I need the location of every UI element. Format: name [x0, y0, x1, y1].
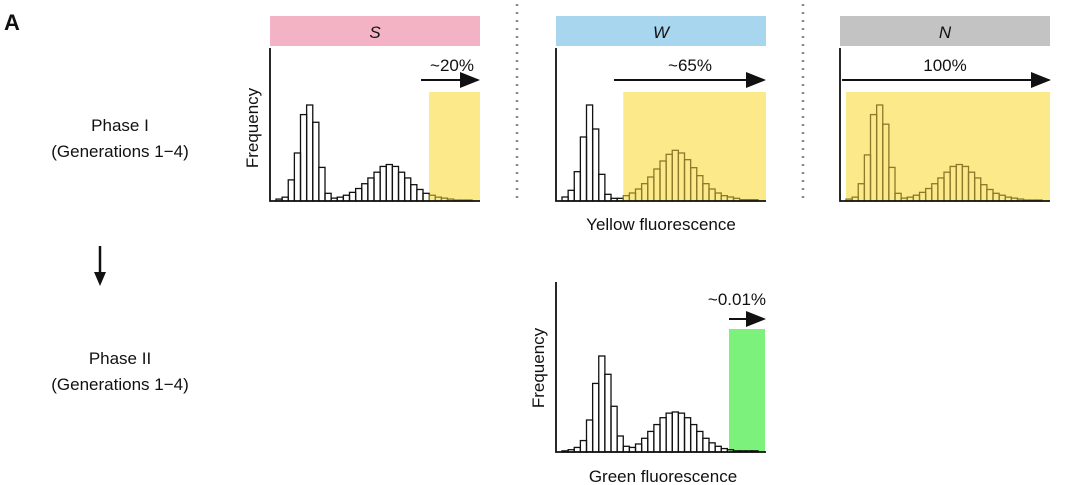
histogram-bar [579, 439, 588, 453]
histogram-bar [348, 191, 357, 202]
histogram-bar [410, 184, 418, 202]
histogram-bar [567, 189, 575, 202]
histogram-bar [373, 171, 381, 202]
histogram-bar [579, 136, 588, 202]
histogram-bar [702, 437, 710, 453]
histogram-bar [312, 121, 320, 202]
histogram-green [555, 282, 766, 453]
histogram-bar [598, 173, 606, 202]
gate-arrow-W: ~65% [614, 56, 766, 88]
histogram-bar [683, 417, 692, 453]
histogram-bar [598, 355, 606, 453]
gate-region [729, 329, 765, 452]
histogram-bar [422, 192, 430, 202]
histogram-bar [659, 417, 667, 453]
histogram-bar [585, 104, 594, 202]
gate-region [846, 92, 1050, 201]
histogram-bar [385, 163, 394, 202]
histogram-bar [354, 187, 363, 202]
phase2-subtitle: (Generations 1−4) [51, 375, 189, 394]
histogram-bar [616, 435, 624, 453]
gate-arrow-S: ~20% [421, 56, 480, 88]
histogram-bar [573, 171, 582, 202]
histogram-bar [591, 128, 600, 202]
histogram-S [269, 48, 480, 202]
histogram-bar [367, 177, 375, 202]
histogram-W [555, 48, 766, 202]
histogram-bar [653, 423, 661, 453]
histogram-N [839, 48, 1050, 202]
histogram-bar [299, 113, 308, 202]
gate-label-N: 100% [923, 56, 966, 75]
phase2-title: Phase II [89, 349, 151, 368]
header-W: W [556, 16, 766, 46]
x-axis-label-green: Green fluorescence [589, 467, 737, 485]
histogram-bar [591, 382, 600, 453]
histogram-bar [665, 412, 673, 453]
histogram-bar [318, 166, 326, 202]
header-N: N [840, 16, 1050, 46]
header-N-label: N [939, 23, 952, 42]
gate-label-W: ~65% [668, 56, 712, 75]
panel-label: A [4, 10, 20, 35]
histogram-bar [640, 437, 649, 453]
phase-arrow-icon [94, 246, 106, 286]
histogram-bar [585, 419, 594, 453]
axis-lines [555, 282, 766, 453]
x-axis-label-yellow: Yellow fluorescence [586, 215, 736, 234]
gate-region [429, 92, 480, 201]
histogram-bar [379, 165, 387, 202]
histogram-bar [689, 423, 698, 453]
y-axis-label: Frequency [243, 87, 262, 168]
histogram-bar [610, 405, 618, 453]
phase1-title: Phase I [91, 116, 149, 135]
axis-lines [269, 48, 480, 202]
histogram-bar [305, 104, 314, 202]
header-W-label: W [653, 23, 671, 42]
header-S-label: S [369, 23, 381, 42]
y-axis-label-green: Frequency [529, 327, 548, 408]
histogram-bar [324, 192, 332, 202]
axis-lines [839, 48, 1050, 202]
histogram-bar [403, 177, 412, 202]
gate-label-S: ~20% [430, 56, 474, 75]
histogram-bar [361, 183, 369, 202]
histogram-bar [287, 179, 296, 202]
histogram-bar [604, 373, 612, 453]
header-S: S [270, 16, 480, 46]
histogram-bar [696, 430, 704, 453]
phase1-subtitle: (Generations 1−4) [51, 142, 189, 161]
gate-label-green: ~0.01% [708, 290, 766, 309]
histogram-bar [671, 411, 680, 453]
histogram-bar [416, 188, 424, 202]
gate-arrow-green: ~0.01% [708, 290, 766, 327]
histogram-bar [604, 193, 612, 202]
histogram-bar [708, 442, 716, 453]
histogram-bar [647, 430, 655, 453]
histogram-bar [293, 152, 302, 202]
gate-arrow-N: 100% [842, 56, 1051, 88]
histogram-bar [391, 165, 400, 202]
axis-lines [555, 48, 766, 202]
histogram-bar [397, 171, 406, 202]
histogram-bar [634, 443, 643, 453]
gate-region [623, 92, 766, 201]
histogram-bar [677, 412, 686, 453]
